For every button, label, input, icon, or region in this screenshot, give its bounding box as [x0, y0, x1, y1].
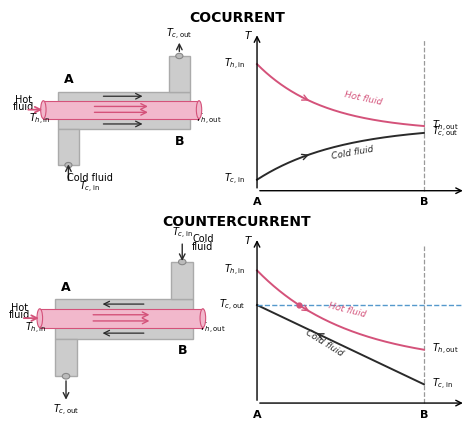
Bar [55, 339, 77, 376]
Ellipse shape [176, 53, 183, 59]
Text: B: B [420, 197, 428, 207]
Text: $T_{c,\mathrm{in}}$: $T_{c,\mathrm{in}}$ [432, 377, 453, 392]
Text: Cold fluid: Cold fluid [304, 328, 345, 359]
Bar [40, 309, 203, 328]
Ellipse shape [62, 374, 70, 379]
Text: $T_{h,\mathrm{out}}$: $T_{h,\mathrm{out}}$ [432, 118, 459, 134]
Text: COCURRENT: COCURRENT [189, 11, 285, 25]
Text: Cold: Cold [192, 234, 214, 245]
Text: B: B [174, 135, 184, 148]
Text: A: A [253, 409, 261, 420]
Ellipse shape [196, 101, 202, 118]
Text: Hot: Hot [15, 95, 32, 105]
Text: $T_{h,\mathrm{out}}$: $T_{h,\mathrm{out}}$ [432, 342, 459, 357]
Text: Hot fluid: Hot fluid [327, 301, 366, 320]
Ellipse shape [179, 259, 186, 265]
Text: B: B [177, 344, 187, 357]
Text: $T_{c,\mathrm{out}}$: $T_{c,\mathrm{out}}$ [53, 403, 79, 417]
Ellipse shape [65, 162, 72, 168]
Text: $T_{c,\mathrm{out}}$: $T_{c,\mathrm{out}}$ [432, 125, 458, 141]
Text: $T_{c,\mathrm{in}}$: $T_{c,\mathrm{in}}$ [172, 226, 192, 242]
Text: Hot fluid: Hot fluid [344, 90, 383, 107]
Text: Cold fluid: Cold fluid [330, 144, 374, 161]
Text: fluid: fluid [192, 242, 213, 252]
Text: $T_{c,\mathrm{in}}$: $T_{c,\mathrm{in}}$ [80, 180, 100, 195]
Text: fluid: fluid [13, 102, 34, 112]
Bar [55, 299, 193, 339]
Ellipse shape [41, 101, 46, 118]
Bar [171, 262, 193, 299]
Text: A: A [253, 197, 261, 207]
Text: $T_{h,\mathrm{out}}$: $T_{h,\mathrm{out}}$ [199, 321, 226, 336]
Text: $T_{c,\mathrm{out}}$: $T_{c,\mathrm{out}}$ [166, 27, 192, 42]
Bar [58, 130, 79, 165]
Text: fluid: fluid [9, 310, 30, 320]
Text: $T_{c,\mathrm{out}}$: $T_{c,\mathrm{out}}$ [219, 297, 246, 313]
Text: COUNTERCURRENT: COUNTERCURRENT [163, 215, 311, 229]
Text: B: B [420, 409, 428, 420]
Bar [58, 92, 190, 130]
Text: $T_{h,\mathrm{in}}$: $T_{h,\mathrm{in}}$ [224, 263, 246, 278]
Text: $T_{h,\mathrm{in}}$: $T_{h,\mathrm{in}}$ [25, 321, 47, 336]
Text: A: A [61, 281, 71, 294]
Text: Hot: Hot [10, 303, 27, 313]
Text: $T$: $T$ [244, 234, 253, 246]
Ellipse shape [37, 309, 43, 328]
Bar [169, 56, 190, 92]
Text: Cold fluid: Cold fluid [67, 173, 113, 183]
Ellipse shape [200, 309, 206, 328]
Text: $T_{c,\mathrm{in}}$: $T_{c,\mathrm{in}}$ [225, 172, 246, 187]
Text: $T_{h,\mathrm{in}}$: $T_{h,\mathrm{in}}$ [224, 57, 246, 72]
Text: $T_{h,\mathrm{out}}$: $T_{h,\mathrm{out}}$ [194, 112, 221, 127]
Bar [43, 101, 199, 118]
Text: $T_{h,\mathrm{in}}$: $T_{h,\mathrm{in}}$ [29, 112, 51, 127]
Text: $T$: $T$ [244, 29, 253, 41]
Text: A: A [64, 73, 73, 86]
